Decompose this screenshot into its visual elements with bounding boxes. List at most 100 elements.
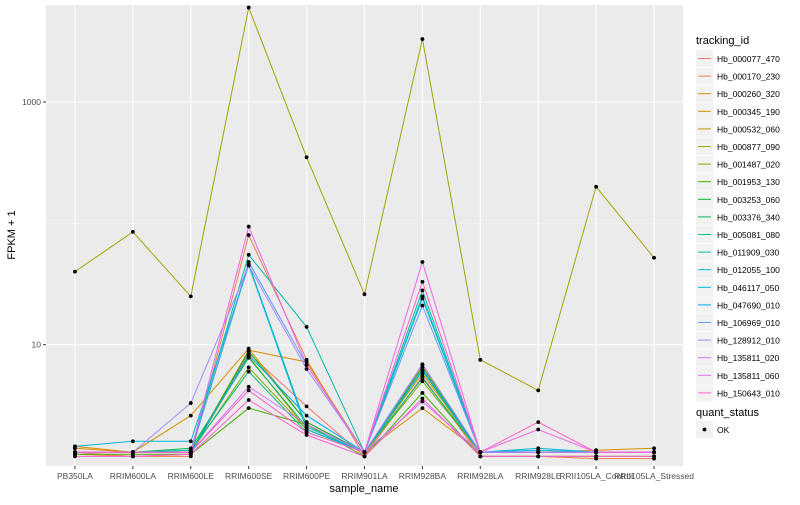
data-point: [130, 439, 135, 444]
x-tick-label: RRII105LA_Control: [559, 471, 633, 481]
data-point: [420, 376, 425, 381]
legend-shape-marker: [702, 427, 707, 432]
data-point: [536, 388, 541, 393]
data-points: [73, 5, 656, 461]
data-point: [420, 37, 425, 41]
data-point: [420, 379, 425, 384]
data-point: [246, 260, 251, 264]
x-tick-label: RRIM928LA: [457, 471, 504, 481]
data-point: [536, 446, 541, 451]
legend-label: Hb_000077_470: [717, 54, 780, 64]
data-point: [304, 325, 309, 329]
data-point: [652, 446, 656, 451]
data-point: [246, 388, 251, 393]
data-point: [246, 384, 251, 389]
x-tick-label: RRIM600SE: [225, 471, 273, 481]
legend-label: Hb_128912_010: [717, 336, 780, 346]
data-point: [73, 450, 77, 455]
legend-label: Hb_000877_090: [717, 142, 780, 152]
legend-label: Hb_012055_100: [717, 265, 780, 275]
data-point: [73, 269, 77, 274]
legend-color-title: tracking_id: [696, 35, 749, 47]
data-point: [246, 224, 251, 229]
y-tick-label: 10: [32, 340, 42, 350]
legend-label: Hb_005081_080: [717, 230, 780, 240]
data-point: [246, 398, 251, 402]
legend-label: Hb_000345_190: [717, 107, 780, 117]
legend-label: Hb_000260_320: [717, 89, 780, 99]
data-point: [246, 365, 251, 370]
data-point: [420, 391, 425, 395]
data-point: [594, 454, 599, 459]
y-tick-label: 1000: [22, 97, 41, 107]
legend-label: Hb_046117_050: [717, 283, 780, 293]
data-point: [304, 413, 309, 418]
data-point: [188, 413, 193, 418]
data-point: [536, 450, 541, 455]
data-point: [652, 255, 656, 260]
data-point: [188, 401, 193, 405]
legend-label: Hb_001953_130: [717, 177, 780, 187]
data-point: [420, 399, 425, 404]
legend-shape-items: OK: [696, 421, 730, 438]
data-point: [652, 450, 656, 455]
data-point: [420, 303, 425, 308]
data-point: [246, 355, 251, 360]
data-point: [304, 404, 309, 409]
data-point: [188, 452, 193, 457]
data-point: [73, 454, 77, 459]
data-point: [594, 450, 599, 455]
data-point: [420, 371, 425, 376]
legend-label: Hb_150643_010: [717, 388, 780, 398]
x-tick-label: PB350LA: [57, 471, 93, 481]
data-point: [304, 433, 309, 437]
data-point: [420, 279, 425, 284]
data-point: [594, 184, 599, 189]
data-point: [420, 406, 425, 411]
data-point: [304, 430, 309, 435]
data-point: [362, 454, 367, 459]
data-point: [246, 233, 251, 237]
data-point: [478, 450, 483, 455]
data-point: [304, 360, 309, 364]
data-point: [246, 406, 251, 411]
y-axis-label: FPKM + 1: [6, 210, 18, 259]
data-point: [130, 229, 135, 234]
legend-label: Hb_135811_060: [717, 371, 780, 381]
data-point: [420, 294, 425, 299]
data-point: [246, 369, 251, 374]
data-point: [420, 396, 425, 401]
data-point: [130, 454, 135, 459]
legend-label: Hb_003376_340: [717, 212, 780, 222]
data-point: [420, 288, 425, 293]
legend-shape-title: quant_status: [696, 407, 759, 419]
x-tick-label: RRII105LA_Stressed: [614, 471, 694, 481]
data-point: [246, 346, 251, 351]
data-point: [362, 292, 367, 297]
x-tick-label: RRIM928BA: [399, 471, 447, 481]
legend-label: Hb_135811_020: [717, 353, 780, 363]
data-point: [420, 260, 425, 264]
data-point: [304, 363, 309, 367]
y-axis: 10 1000: [22, 97, 46, 350]
data-point: [420, 367, 425, 372]
data-point: [304, 367, 309, 371]
data-point: [246, 263, 251, 268]
data-point: [188, 439, 193, 444]
data-point: [304, 422, 309, 427]
legend-label: Hb_047690_010: [717, 300, 780, 310]
x-tick-label: RRIM600LE: [168, 471, 215, 481]
data-point: [536, 427, 541, 432]
data-point: [73, 444, 77, 449]
legend-shape-label: OK: [717, 425, 730, 435]
data-point: [246, 252, 251, 257]
x-axis: PB350LA RRIM600LA RRIM600LE RRIM600SE RRIM60…: [57, 466, 694, 481]
grid-lines: [46, 5, 683, 467]
x-tick-label: RRIM901LA: [341, 471, 388, 481]
legend-label: Hb_011909_030: [717, 248, 780, 258]
data-point: [246, 353, 251, 358]
data-point: [536, 454, 541, 459]
x-tick-label: RRIM600LA: [110, 471, 157, 481]
